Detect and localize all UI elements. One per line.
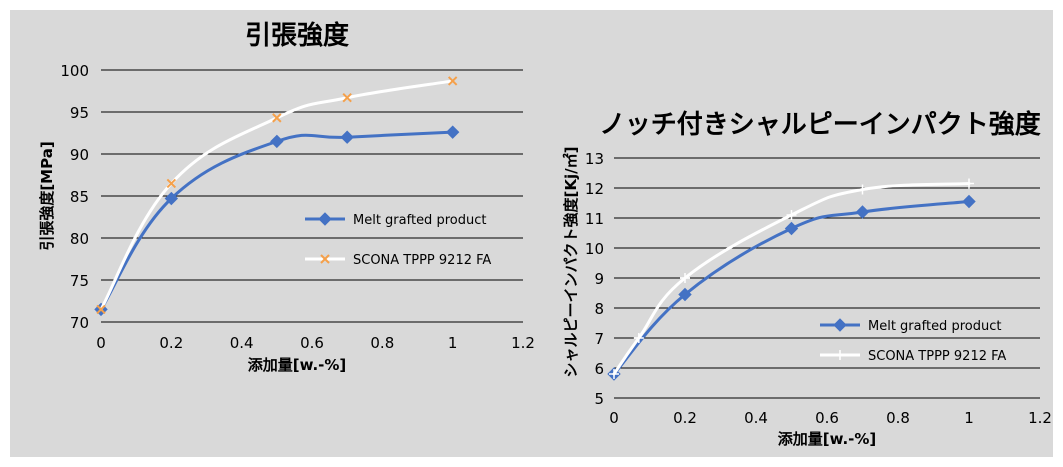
chart1-ytick-label-2: 80 [70,230,89,248]
chart2-legend-1-label: SCONA TPPP 9212 FA [868,349,1006,364]
chart2-xtick-label-4: 0.8 [886,409,910,427]
chart2-series-0-point-2 [784,221,799,236]
chart2-xtick-label-0: 0 [609,409,619,427]
chart1-ytick-label-4: 90 [70,146,89,164]
chart1-xtick-label-0: 0 [96,334,106,352]
chart1-series-1-point-1-b [166,178,177,189]
chart1-xtick-label-4: 0.8 [370,334,394,352]
chart1-ytick-label-1: 75 [70,272,89,290]
chart1-series-1-point-3 [342,93,352,103]
chart1-series-0-point-2 [270,134,284,149]
chart1-legend-0-marker [318,212,332,226]
chart2-ytick-label-1: 6 [594,360,604,378]
chart2-ytick-label-6: 11 [585,210,604,228]
chart2-series-0-point-1 [678,287,692,302]
chart2-ytick-label-0: 5 [594,390,604,408]
chart2-legend-1-marker [835,350,845,360]
chart1-ytick-label-5: 95 [70,104,89,122]
chart2-xlabel: 添加量[w.-%] [778,430,877,448]
chart1-xtick-label-2: 0.4 [230,334,254,352]
chart1-series-1-point-0 [96,304,106,315]
chart1-series-1-point-3-b [342,93,352,103]
chart1-series-1-point-4-b [447,76,458,86]
chart2-ytick-label-5: 10 [585,240,604,258]
chart2-title: ノッチ付きシャルピーインパクト強度 [599,109,1040,140]
chart1-xtick-label-1: 0.2 [159,334,183,352]
chart-panel [10,10,1053,457]
chart1-ylabel: 引張強度[MPa] [38,141,56,250]
chart2-ylabel: シャルピーインパクト強度[Kj/㎡] [562,147,580,378]
chart1-xlabel: 添加量[w.-%] [248,356,347,374]
chart1-xtick-label-5: 1 [448,334,458,352]
chart2-xtick-label-3: 0.6 [815,409,839,427]
chart1-xtick-label-6: 1.2 [511,334,535,352]
chart1-series-1-point-2-b [272,113,282,123]
chart2-series-1-point-1 [633,333,644,343]
chart1-series-0-point-1 [164,191,179,206]
chart2-xtick-label-5: 1 [964,409,974,427]
chart2-legend-0-marker [833,318,847,332]
chart1-ytick-label-0: 70 [70,314,89,332]
chart2-ytick-label-3: 8 [594,300,604,318]
chart2-legend-0-label: Melt grafted product [868,319,1001,334]
chart1-series-1-point-4 [447,76,458,86]
chart2-series-1-point-5 [964,178,974,189]
chart2-ytick-label-8: 13 [585,150,604,168]
chart1-series-1-point-0-b [96,304,106,315]
chart1-series-1-line [99,79,455,311]
chart1-legend-0-label: Melt grafted product [353,213,486,228]
chart2-series-1-point-2 [680,273,690,283]
chart1-series-1-point-2 [272,113,282,123]
chart2-xtick-label-1: 0.2 [673,409,697,427]
chart2-ytick-label-7: 12 [585,180,604,198]
chart2-xtick-label-6: 1.2 [1028,409,1052,427]
chart1-ytick-label-6: 100 [60,62,89,80]
chart1-series-0-point-4 [445,125,460,139]
chart2-xtick-label-2: 0.4 [744,409,768,427]
chart1-legend-1-marker [320,254,330,264]
chart2-series-1-point-0 [609,369,619,379]
chart2-series-1-point-4 [857,184,868,195]
chart2-ytick-label-2: 7 [594,330,604,348]
chart1-xtick-label-3: 0.6 [300,334,324,352]
chart2-series-0-point-3 [855,205,870,219]
chart1-series-1-point-1 [166,178,177,189]
chart2-ytick-label-4: 9 [594,270,604,288]
chart2-series-0-point-4 [962,194,976,209]
chart1-title: 引張強度 [245,20,349,51]
chart1-ytick-label-3: 85 [70,188,89,206]
chart1-legend-1-marker-b [320,254,330,264]
chart2-series-1-point-3 [786,210,797,220]
chart1-legend-1-label: SCONA TPPP 9212 FA [353,253,491,268]
chart1-series-0-point-3 [340,130,354,144]
